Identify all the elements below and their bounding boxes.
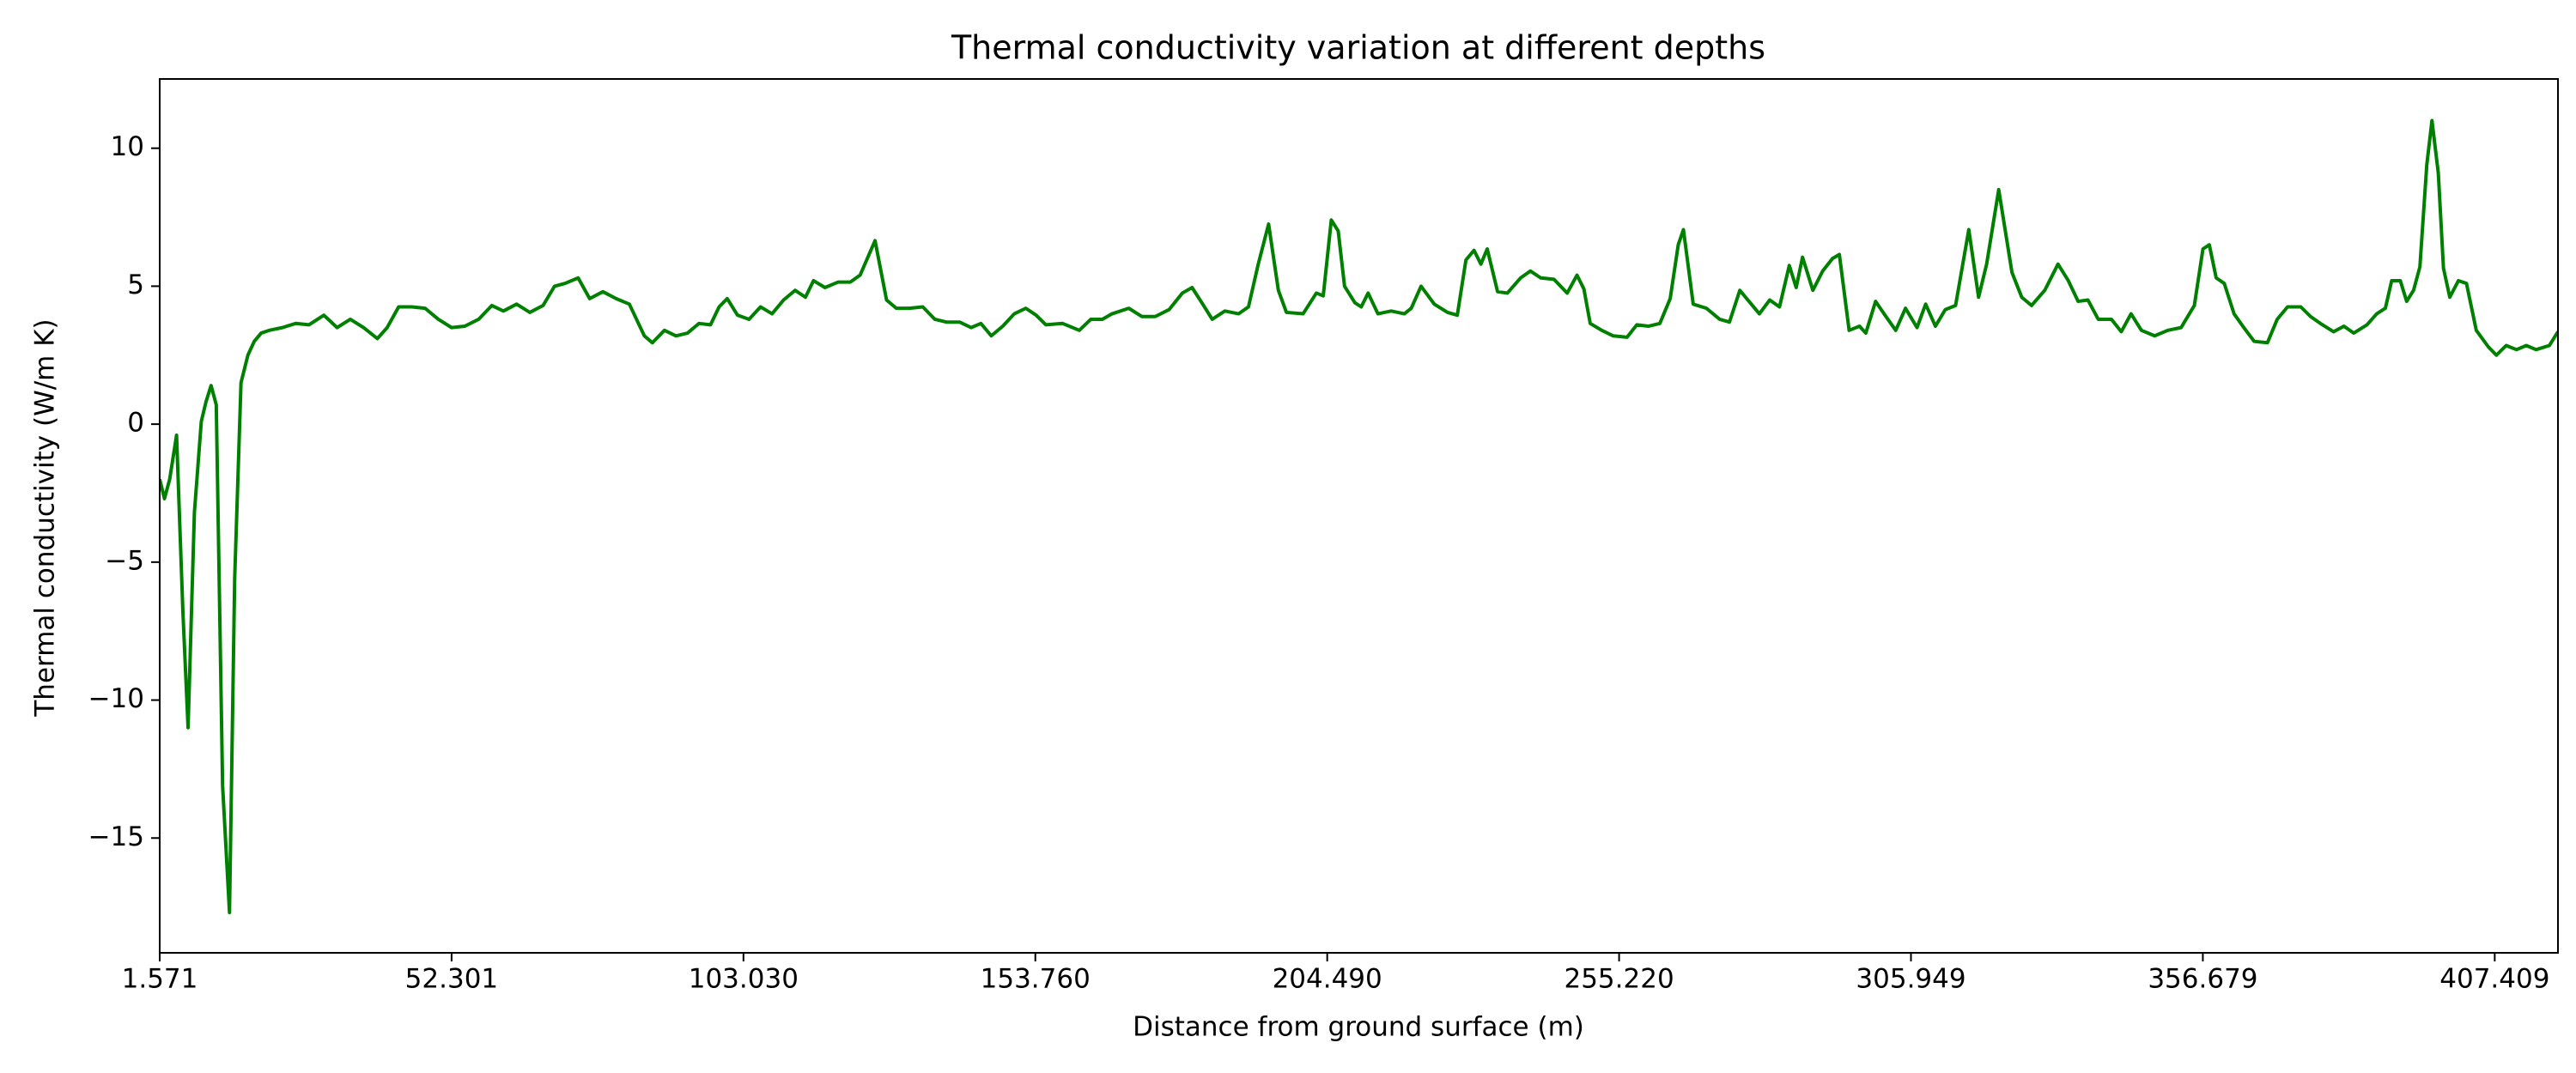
x-axis-label: Distance from ground surface (m) xyxy=(1133,1012,1584,1043)
y-axis-label: Thermal conductivity (W/m K) xyxy=(30,318,61,717)
plot-frame xyxy=(159,78,2559,954)
y-tick-label: −10 xyxy=(88,683,144,714)
y-tick-label: −5 xyxy=(105,545,144,576)
y-tick-label: −15 xyxy=(88,821,144,852)
y-tick-label: 5 xyxy=(127,270,144,300)
x-tick-label: 255.220 xyxy=(1564,963,1674,994)
x-tick-label: 407.409 xyxy=(2439,963,2549,994)
chart-title: Thermal conductivity variation at differ… xyxy=(951,29,1765,67)
x-tick-label: 153.760 xyxy=(981,963,1091,994)
x-tick-label: 103.030 xyxy=(689,963,799,994)
y-tick-label: 0 xyxy=(127,408,144,439)
x-tick-label: 305.949 xyxy=(1856,963,1965,994)
x-tick-label: 1.571 xyxy=(122,963,198,994)
x-tick-label: 204.490 xyxy=(1273,963,1382,994)
x-tick-label: 356.679 xyxy=(2148,963,2257,994)
x-tick-label: 52.301 xyxy=(405,963,498,994)
data-line xyxy=(160,118,2558,915)
y-tick-label: 10 xyxy=(111,131,144,162)
